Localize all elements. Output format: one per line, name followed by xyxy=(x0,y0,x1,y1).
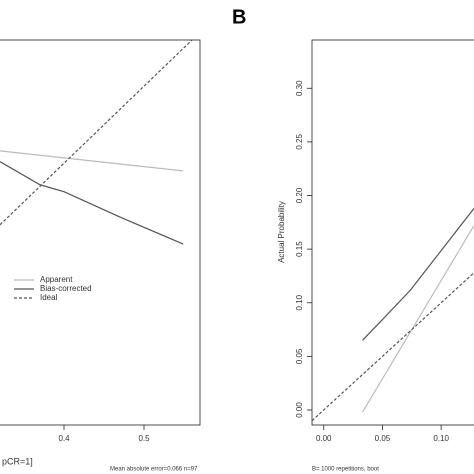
x-tick-label: 0.10 xyxy=(433,434,449,443)
x-tick-label: 0.4 xyxy=(58,434,70,443)
series-line xyxy=(0,161,184,245)
y-tick-label: 0.15 xyxy=(295,241,304,257)
series-line xyxy=(361,225,474,413)
y-tick-label: 0.30 xyxy=(295,80,304,96)
series-line xyxy=(0,40,193,226)
y-tick-label: 0.05 xyxy=(295,348,304,364)
series-line xyxy=(362,208,474,341)
legend-label: Bias-corrected xyxy=(40,284,92,293)
legend-label: Ideal xyxy=(40,293,58,302)
plot-frame xyxy=(311,39,474,426)
x-tick-label: 0.05 xyxy=(375,434,391,443)
y-tick-label: 0.25 xyxy=(295,134,304,150)
series-line xyxy=(312,272,474,422)
y-tick-label: 0.10 xyxy=(295,294,304,310)
x-tick-label: 0.00 xyxy=(316,434,332,443)
x-axis-label: pCR=1] xyxy=(2,456,33,466)
y-axis-label: Actual Probability xyxy=(277,201,286,263)
footer: Mean absolute error=0.066 n=97 xyxy=(110,467,198,473)
x-tick-label: 0.5 xyxy=(138,434,150,443)
plot-frame xyxy=(0,39,201,426)
y-tick-label: 0.00 xyxy=(295,402,304,418)
series-line xyxy=(0,150,184,172)
legend-label: Apparent xyxy=(40,275,73,284)
footer: B= 1000 repetitions, boot xyxy=(312,467,379,473)
panel-label: B xyxy=(232,6,246,28)
y-tick-label: 0.20 xyxy=(295,187,304,203)
